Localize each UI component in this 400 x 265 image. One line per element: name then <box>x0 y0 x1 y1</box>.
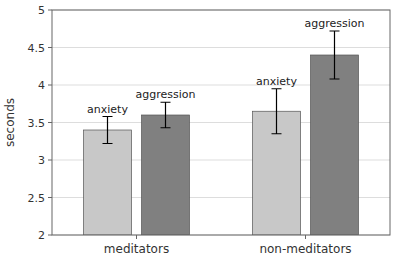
bar-label: aggression <box>136 88 196 101</box>
y-tick <box>48 10 52 11</box>
bar <box>142 115 190 235</box>
y-tick-label: 4.5 <box>28 42 46 55</box>
bar-label: aggression <box>305 17 365 30</box>
y-tick <box>48 197 52 198</box>
y-tick <box>48 122 52 123</box>
x-tick-label: non-meditators <box>259 242 351 256</box>
grid-line <box>52 47 390 48</box>
y-tick-label: 2 <box>38 229 45 242</box>
y-tick-label: 3.5 <box>28 117 46 130</box>
bar <box>311 55 359 235</box>
bar-labels: anxiety aggression anxiety aggression <box>87 17 364 116</box>
chart: 22.533.544.55secondsanxietyaggressionanx… <box>0 0 400 265</box>
y-tick <box>48 85 52 86</box>
y-axis-label: seconds <box>3 98 17 147</box>
y-tick-label: 4 <box>38 79 45 92</box>
y-tick <box>48 160 52 161</box>
x-tick <box>136 235 137 239</box>
plot-frame <box>52 10 390 235</box>
chart-container: 22.533.544.55secondsanxietyaggressionanx… <box>0 0 400 265</box>
bars <box>84 31 359 235</box>
bar-label: anxiety <box>87 103 128 116</box>
y-tick-label: 5 <box>38 4 45 17</box>
y-tick-label: 2.5 <box>28 192 46 205</box>
y-tick <box>48 235 52 236</box>
y-tick-label: 3 <box>38 154 45 167</box>
bar-label: anxiety <box>256 75 297 88</box>
x-tick-label: meditators <box>104 242 169 256</box>
error-bar <box>161 102 171 128</box>
error-bar <box>272 89 282 134</box>
error-bar <box>103 117 113 144</box>
x-tick <box>305 235 306 239</box>
bar <box>84 130 132 235</box>
y-tick <box>48 47 52 48</box>
error-bar <box>330 31 340 79</box>
